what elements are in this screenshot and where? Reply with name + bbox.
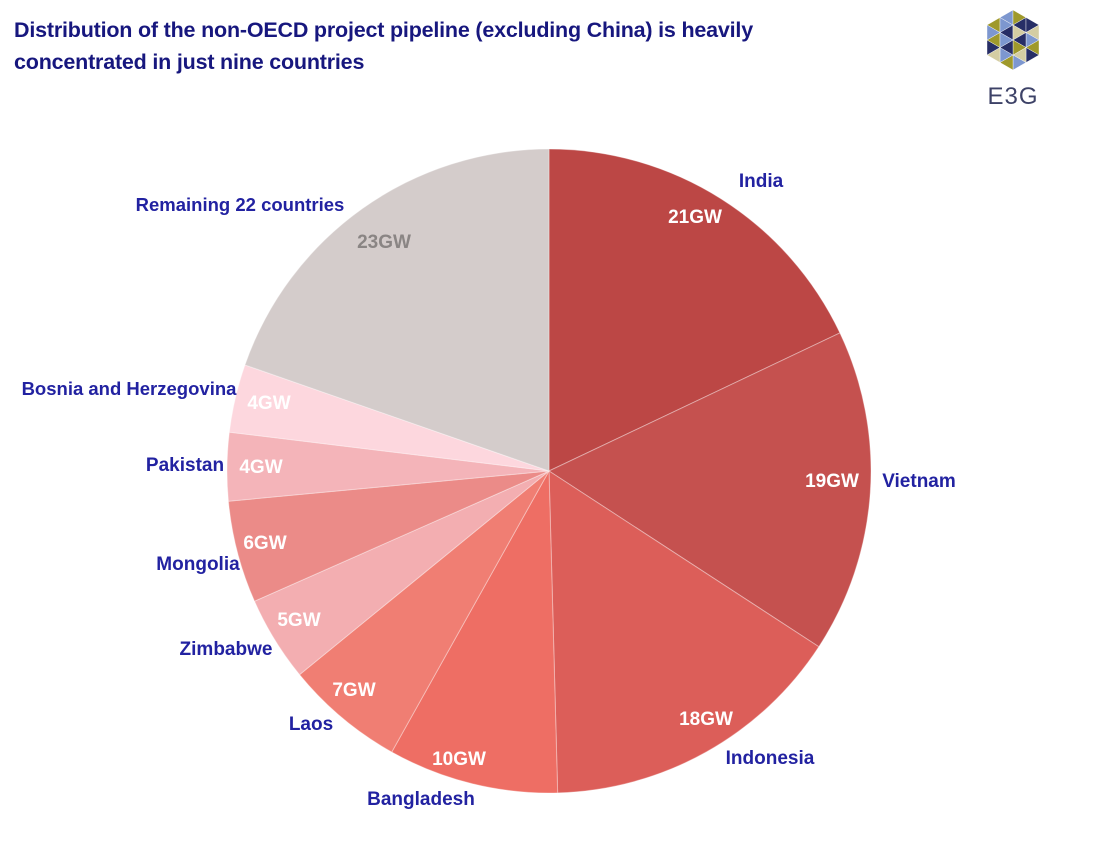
- pie-slice-pakistan: [226, 431, 550, 502]
- pie-value-label-laos: 7GW: [332, 680, 375, 701]
- pie-slice-indonesia: [548, 470, 820, 794]
- pie-value-label-pakistan: 4GW: [239, 457, 282, 478]
- pie-slice-laos: [298, 470, 550, 753]
- pie-slice-mongolia: [227, 470, 550, 602]
- pie-value-label-bangladesh: 10GW: [432, 749, 486, 770]
- pie-value-label-indonesia: 18GW: [679, 709, 733, 730]
- pie-value-label-mongolia: 6GW: [243, 533, 286, 554]
- pie-category-label-vietnam: Vietnam: [882, 471, 956, 492]
- pie-category-label-india: India: [739, 171, 784, 192]
- pie-value-label-india: 21GW: [668, 207, 722, 228]
- pie-value-label-bosnia-and-herzegovina: 4GW: [247, 393, 290, 414]
- chart-title: Distribution of the non-OECD project pip…: [14, 14, 934, 78]
- pie-category-label-indonesia: Indonesia: [726, 748, 815, 769]
- pie-slice-india: [548, 148, 841, 472]
- pie-category-label-bangladesh: Bangladesh: [367, 789, 475, 810]
- pie-slice-remaining-22-countries: [244, 148, 550, 472]
- pie-slice-bosnia-and-herzegovina: [228, 364, 550, 472]
- pie-category-label-laos: Laos: [289, 714, 333, 735]
- pie-value-label-zimbabwe: 5GW: [277, 610, 320, 631]
- chart-title-line2: concentrated in just nine countries: [14, 50, 365, 74]
- pie-slice-zimbabwe: [253, 470, 550, 676]
- pie-value-label-remaining-22-countries: 23GW: [357, 232, 411, 253]
- e3g-hexagon-icon: [986, 9, 1040, 71]
- chart-title-line1: Distribution of the non-OECD project pip…: [14, 18, 753, 42]
- pie-category-label-pakistan: Pakistan: [146, 455, 224, 476]
- pie-category-label-remaining-22-countries: Remaining 22 countries: [136, 194, 345, 215]
- pie-value-label-vietnam: 19GW: [805, 471, 859, 492]
- pie-category-label-bosnia-and-herzegovina: Bosnia and Herzegovina: [22, 378, 238, 399]
- pie-category-label-mongolia: Mongolia: [156, 554, 240, 575]
- e3g-wordmark: E3G: [987, 83, 1039, 110]
- pie-slice-vietnam: [547, 332, 872, 648]
- e3g-logo: E3G: [983, 8, 1043, 111]
- pie-slice-bangladesh: [391, 469, 559, 794]
- pie-category-label-zimbabwe: Zimbabwe: [180, 639, 273, 660]
